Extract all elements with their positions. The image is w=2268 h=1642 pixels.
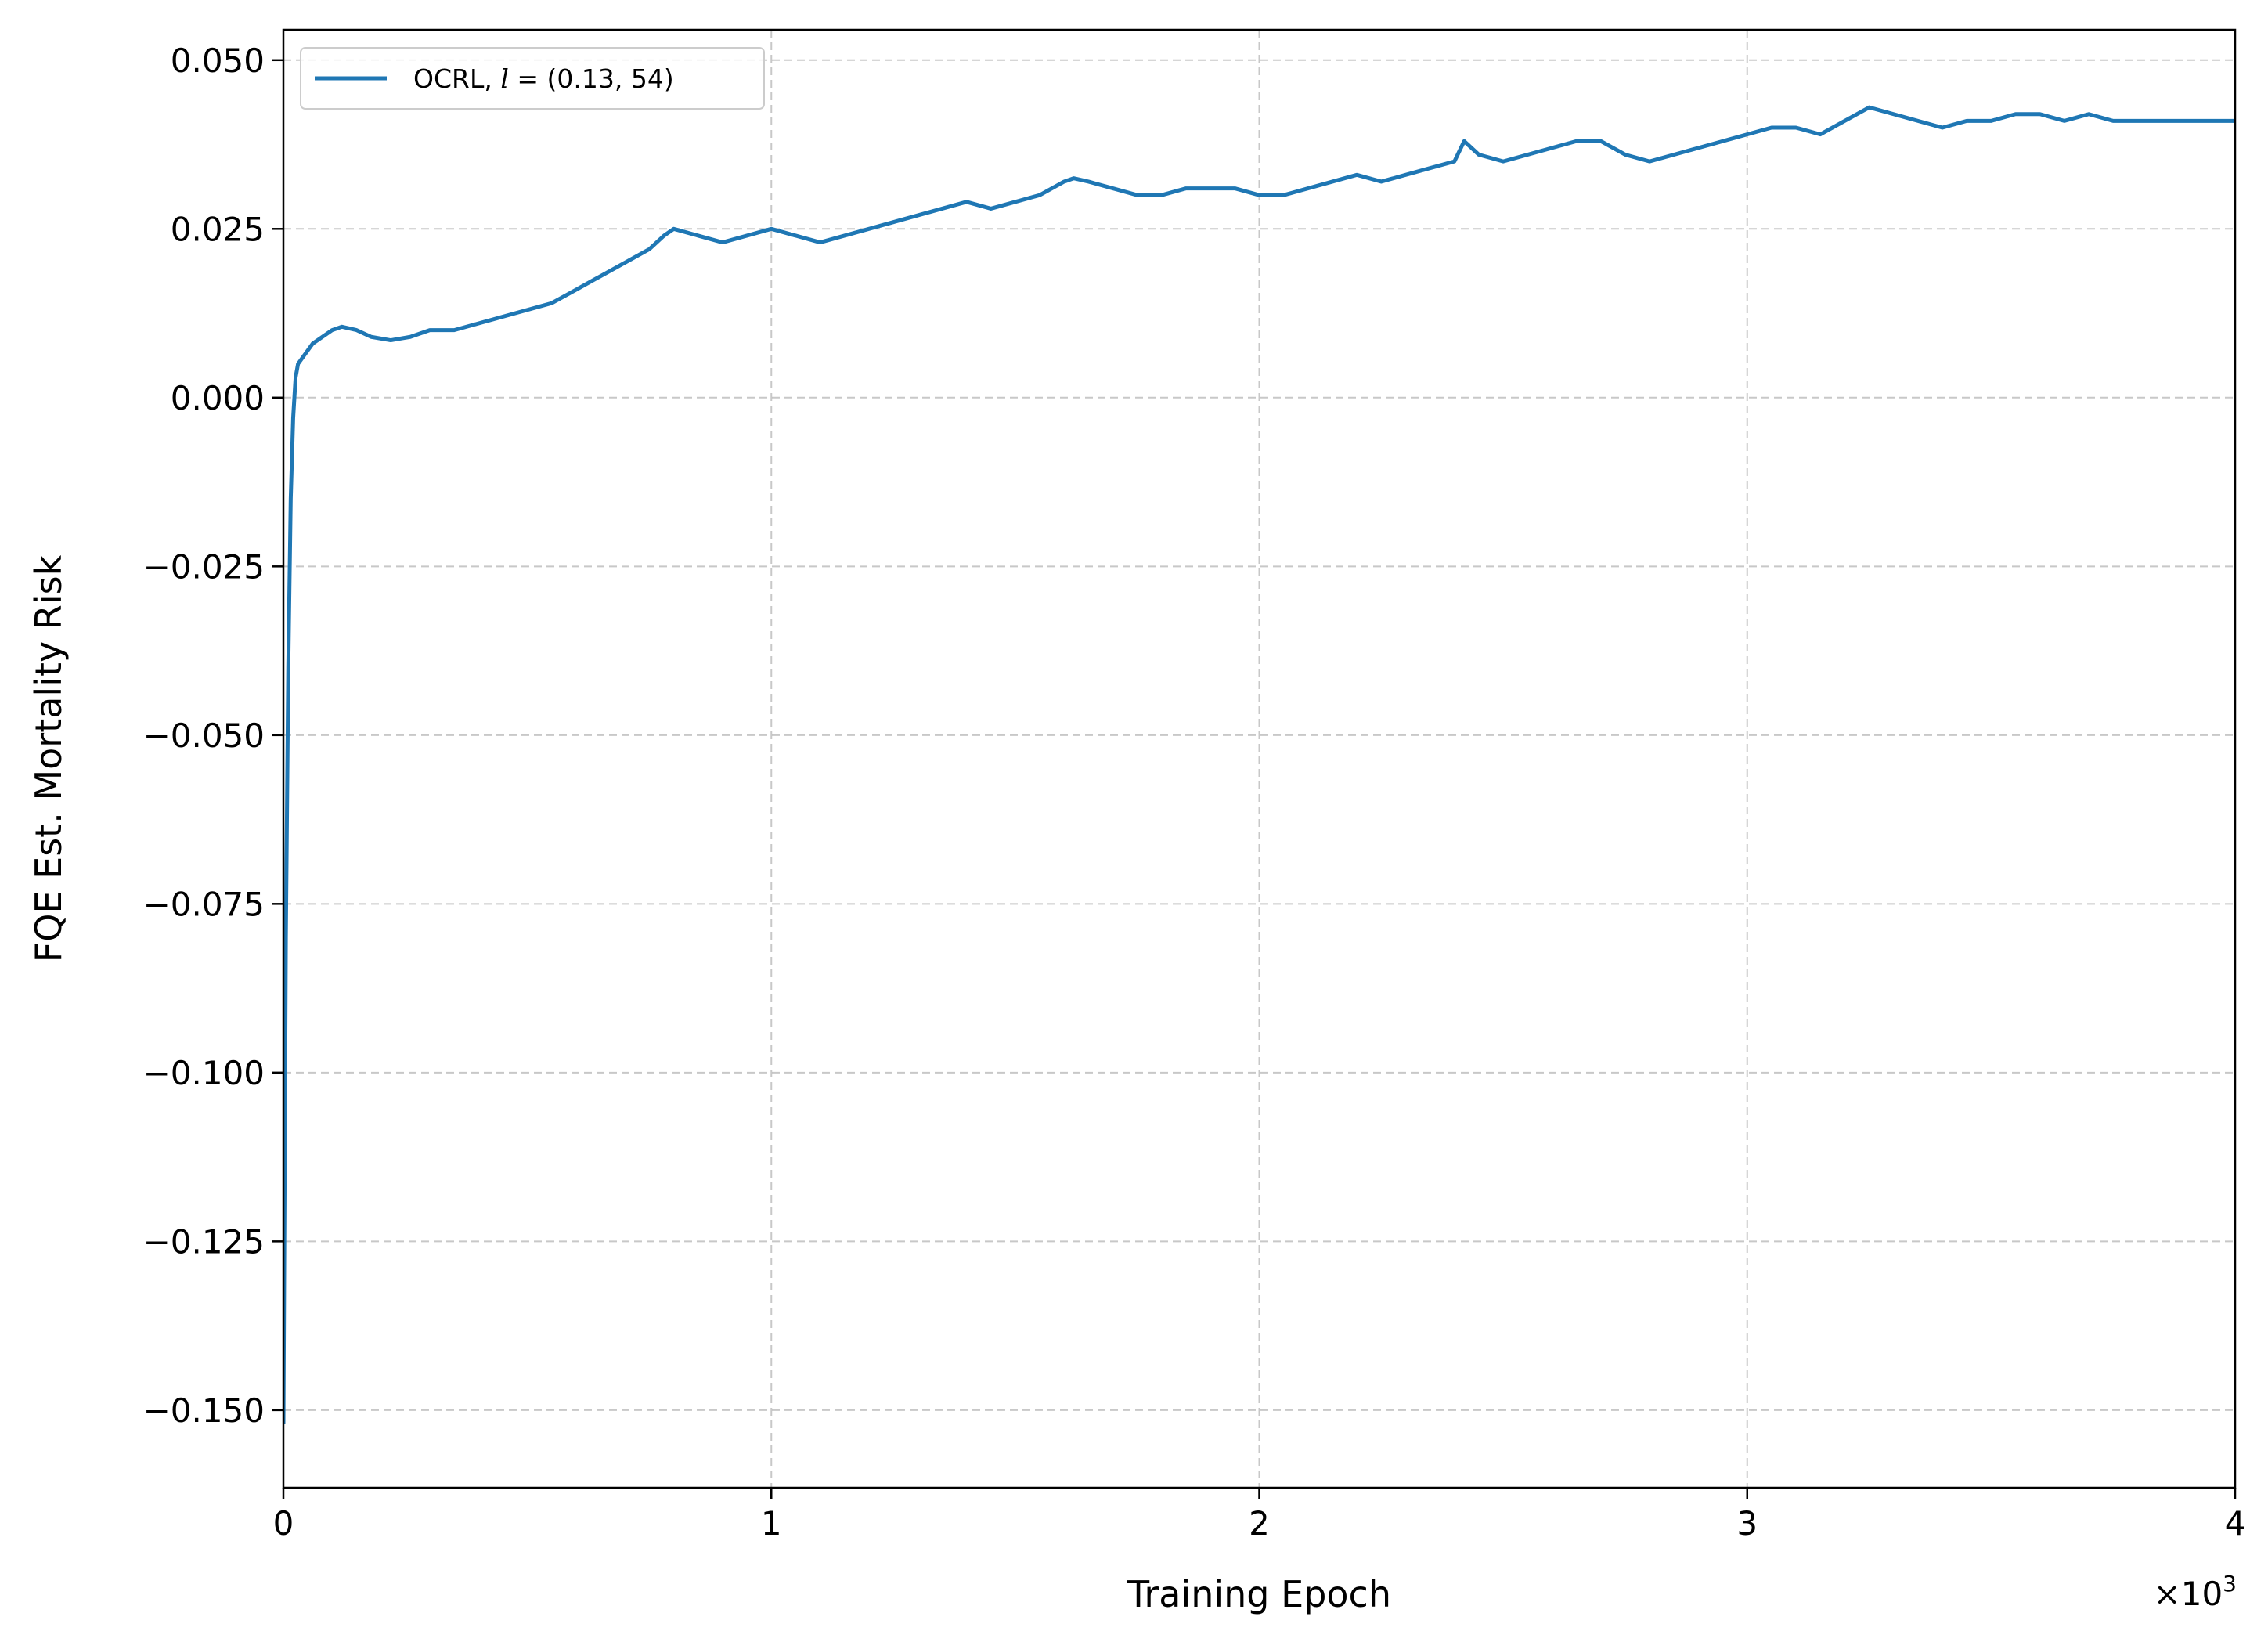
x-axis-label: Training Epoch: [1127, 1573, 1391, 1615]
x-tick-label: 3: [1736, 1504, 1758, 1543]
y-tick-label: −0.050: [143, 716, 265, 755]
x-axis-ticks: 0 1 2 3 4: [273, 1488, 2246, 1543]
legend-entry-label: OCRL, l = (0.13, 54): [413, 63, 674, 94]
y-tick-label: −0.125: [143, 1222, 265, 1261]
x-tick-label: 1: [761, 1504, 782, 1543]
y-tick-label: −0.150: [143, 1391, 265, 1430]
legend: OCRL, l = (0.13, 54): [300, 47, 765, 110]
y-axis-ticks: −0.150 −0.125 −0.100 −0.075 −0.050 −0.025 0.00…: [143, 42, 283, 1430]
y-axis-label: FQE Est. Mortality Risk: [27, 554, 70, 962]
y-tick-label: 0.000: [171, 379, 265, 417]
y-tick-label: −0.075: [143, 885, 265, 923]
legend-box: [300, 47, 765, 110]
x-axis-offset-label: ×103: [2154, 1571, 2237, 1613]
x-tick-label: 4: [2225, 1504, 2246, 1543]
x-tick-label: 0: [273, 1504, 294, 1543]
y-tick-label: 0.050: [171, 42, 265, 80]
y-tick-label: −0.100: [143, 1054, 265, 1092]
y-tick-label: −0.025: [143, 547, 265, 586]
series-line: [283, 105, 2235, 1424]
plot-area: [283, 105, 2235, 1424]
x-tick-label: 2: [1249, 1504, 1270, 1543]
y-tick-label: 0.025: [171, 210, 265, 248]
